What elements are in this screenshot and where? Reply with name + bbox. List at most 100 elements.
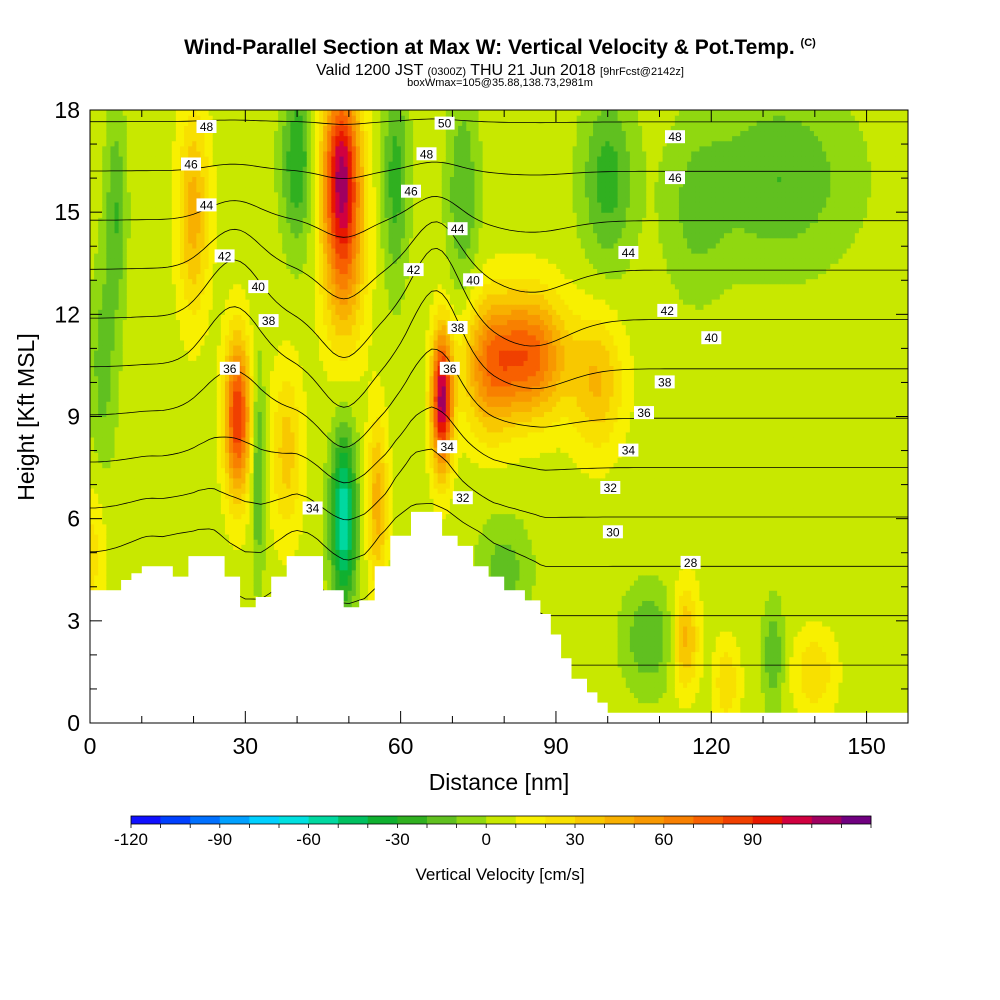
chart-title-text: Wind-Parallel Section at Max W: Vertical… [184, 36, 795, 59]
colorbar-label: Vertical Velocity [cm/s] [415, 865, 584, 884]
y-tick-label: 0 [67, 710, 80, 736]
colorbar-swatch [486, 816, 517, 824]
colorbar-swatch [131, 816, 161, 824]
contour-label: 48 [196, 120, 217, 134]
colorbar-swatch [693, 816, 724, 824]
x-tick-label: 90 [543, 733, 569, 759]
y-tick-label: 18 [54, 97, 80, 123]
theta-contour [90, 221, 908, 300]
contour-label: 38 [447, 321, 468, 335]
colorbar-tick-label: -30 [385, 830, 410, 849]
valid-date: THU 21 Jun 2018 [470, 62, 595, 79]
contour-label: 40 [248, 280, 269, 294]
contour-label: 44 [618, 246, 639, 260]
forecast-info: [9hrFcst@2142z] [600, 66, 684, 78]
theta-contour [90, 406, 908, 484]
colorbar-swatch [190, 816, 221, 824]
box-info: boxWmax=105@35.88,138.73,2981m [0, 77, 1000, 89]
colorbar-swatch [308, 816, 339, 824]
colorbar-swatch [663, 816, 694, 824]
colorbar-swatch [160, 816, 191, 824]
valid-utc: (0300Z) [428, 66, 467, 78]
x-tick-label: 0 [84, 733, 97, 759]
plot-area: 48 46 44 42 40 38 36 34 50 48 46 44 42 40 38 36 34 32 48 46… [90, 23, 908, 962]
y-tick-label: 6 [67, 506, 80, 532]
contour-label: 42 [657, 303, 678, 318]
contour-label: 38 [654, 375, 675, 389]
contour-label: 34 [618, 443, 639, 458]
colorbar-swatch [634, 816, 665, 824]
y-axis-label: Height [Kft MSL] [13, 333, 39, 500]
colorbar-swatch [811, 816, 842, 824]
contour-label: 40 [701, 331, 722, 345]
theta-contour [90, 161, 908, 180]
contour-label: 50 [434, 116, 455, 131]
theta-contour [90, 290, 908, 408]
contour-label: 44 [447, 222, 468, 236]
contour-label: 34 [302, 501, 323, 516]
x-tick-label: 60 [388, 733, 414, 759]
contour-label: 36 [219, 361, 240, 376]
x-tick-label: 150 [847, 733, 885, 759]
colorbar-swatch [338, 816, 369, 824]
x-tick-label: 30 [233, 733, 259, 759]
contour-label: 46 [401, 184, 421, 199]
x-axis-label: Distance [nm] [429, 769, 570, 795]
terrain [90, 511, 908, 723]
valid-prefix: Valid 1200 JST [316, 62, 423, 79]
colorbar-swatch [397, 816, 428, 824]
colorbar-tick-label: 0 [481, 830, 490, 849]
colorbar-swatch [752, 816, 783, 824]
theta-contour [90, 448, 908, 521]
colorbar-swatch [219, 816, 250, 824]
colorbar-swatch [367, 816, 398, 824]
x-tick-label: 120 [692, 733, 730, 759]
contour-label: 28 [680, 555, 701, 570]
colorbar-frame [130, 815, 872, 825]
theta-contour [90, 196, 908, 238]
copyright-mark: (C) [801, 37, 816, 49]
colorbar-tick-label: 60 [654, 830, 673, 849]
contour-label: 34 [437, 440, 458, 454]
contour-label: 42 [214, 249, 235, 263]
theta-contour [90, 502, 908, 567]
colorbar-swatch [841, 816, 872, 824]
contour-label: 36 [634, 406, 654, 420]
colorbar-swatch [545, 816, 576, 824]
contour-labels: 48 46 44 42 40 38 36 34 50 48 46 44 42 40 38 36 34 32 48 46… [181, 116, 722, 570]
y-tick-label: 9 [67, 404, 80, 430]
contour-label: 48 [665, 130, 685, 144]
contour-label: 48 [416, 147, 437, 161]
colorbar-swatch [427, 816, 457, 824]
chart-title: Wind-Parallel Section at Max W: Vertical… [0, 36, 1000, 60]
y-tick-label: 3 [67, 608, 80, 634]
y-tick-label: 15 [54, 199, 80, 225]
theta-contour [90, 247, 908, 359]
contour-label: 46 [665, 171, 685, 185]
colorbar-swatch [782, 816, 813, 824]
colorbar-tick-label: -120 [114, 830, 148, 849]
contour-label: 38 [258, 314, 279, 328]
theta-contour [90, 118, 908, 125]
colorbar-swatch [456, 816, 487, 824]
colorbar-tick-label: 90 [743, 830, 762, 849]
contour-label: 30 [602, 525, 623, 539]
colorbar-swatch [575, 816, 605, 824]
theta-contour [90, 901, 908, 962]
contour-label: 42 [403, 263, 424, 277]
colorbar-tick-label: 30 [566, 830, 585, 849]
colorbar-tick-label: -90 [208, 830, 233, 849]
contour-label: 32 [452, 491, 473, 505]
chart-subtitle: Valid 1200 JST (0300Z) THU 21 Jun 2018 [… [0, 62, 1000, 80]
colorbar-tick-label: -60 [296, 830, 321, 849]
colorbar-swatch [249, 816, 280, 824]
colorbar-swatch [604, 816, 635, 824]
y-tick-label: 12 [54, 301, 80, 327]
colorbar-swatch [279, 816, 309, 824]
contour-label: 32 [600, 481, 621, 495]
colorbar-swatch [723, 816, 753, 824]
theta-contour [90, 23, 908, 24]
